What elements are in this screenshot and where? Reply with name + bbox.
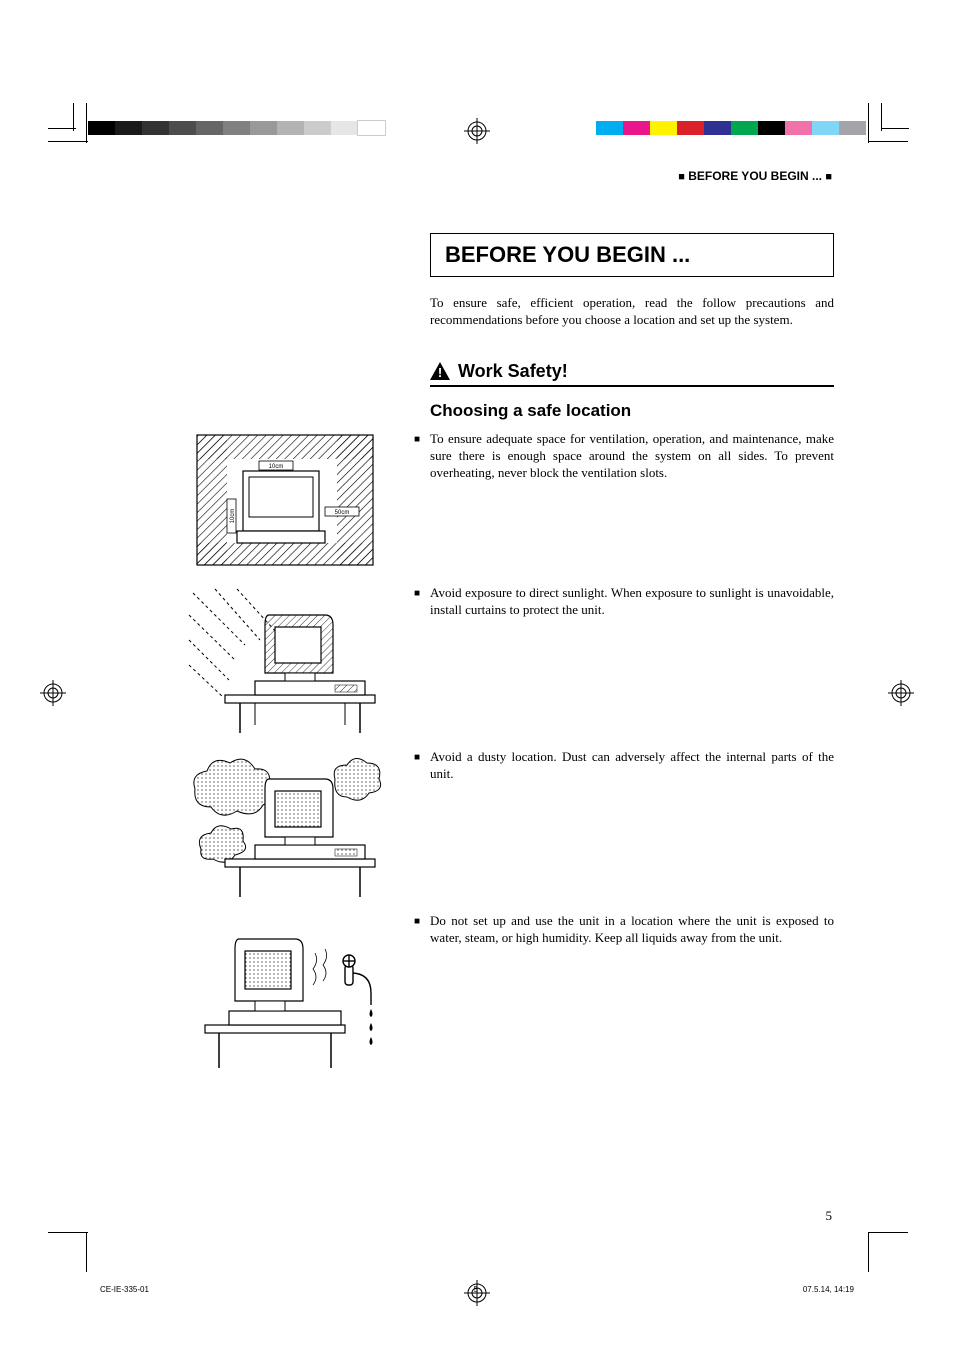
section-title: Work Safety! (458, 361, 568, 382)
bullet-item: ■ Avoid exposure to direct sunlight. Whe… (414, 585, 834, 619)
content-row: ■ Avoid exposure to direct sunlight. Whe… (176, 585, 834, 735)
square-icon: ■ (414, 585, 420, 619)
square-icon: ■ (825, 171, 832, 183)
title-box: BEFORE YOU BEGIN ... (430, 233, 834, 277)
registration-mark-icon (40, 680, 66, 706)
crop-mark (868, 1232, 869, 1272)
registration-mark-icon (888, 680, 914, 706)
bullet-item: ■ To ensure adequate space for ventilati… (414, 431, 834, 482)
footer-timestamp: 07.5.14, 14:19 (803, 1285, 854, 1294)
bullet-item: ■ Avoid a dusty location. Dust can adver… (414, 749, 834, 783)
label-left: 10cm (230, 508, 236, 523)
crop-mark (868, 141, 908, 142)
grayscale-bar (88, 121, 385, 135)
crop-mark (881, 128, 909, 129)
content-row: 10cm 50cm 10cm ■ To ensure adequate spac… (176, 431, 834, 571)
footer-doc-id: CE-IE-335-01 (100, 1285, 149, 1294)
section-heading: ! Work Safety! (430, 361, 834, 387)
warning-icon: ! (430, 362, 450, 380)
running-header: ■ BEFORE YOU BEGIN ... ■ (120, 169, 834, 183)
registration-mark-icon (464, 118, 490, 144)
crop-mark (881, 103, 882, 131)
bullet-text: To ensure adequate space for ventilation… (430, 431, 834, 482)
subsection-title: Choosing a safe location (430, 401, 834, 421)
content-row: ■ Avoid a dusty location. Dust can adver… (176, 749, 834, 899)
page-content: ■ BEFORE YOU BEGIN ... ■ BEFORE YOU BEGI… (120, 169, 834, 1087)
humidity-diagram (176, 913, 394, 1073)
footer: CE-IE-335-01 5 07.5.14, 14:19 (100, 1285, 854, 1294)
crop-mark (868, 103, 869, 143)
bullet-text: Do not set up and use the unit in a loca… (430, 913, 834, 947)
square-icon: ■ (678, 171, 685, 183)
bullet-item: ■ Do not set up and use the unit in a lo… (414, 913, 834, 947)
crop-mark (48, 141, 88, 142)
label-right: 50cm (335, 510, 350, 516)
sunlight-diagram (176, 585, 394, 735)
bullet-text: Avoid exposure to direct sunlight. When … (430, 585, 834, 619)
header-text: BEFORE YOU BEGIN ... (688, 169, 822, 183)
crop-mark (48, 1232, 88, 1233)
page-number: 5 (826, 1208, 833, 1224)
square-icon: ■ (414, 749, 420, 783)
square-icon: ■ (414, 913, 420, 947)
color-bar (596, 121, 866, 135)
page-title: BEFORE YOU BEGIN ... (445, 242, 690, 267)
ventilation-diagram: 10cm 50cm 10cm (176, 431, 394, 571)
crop-mark (86, 103, 87, 143)
crop-mark (73, 103, 74, 131)
crop-mark (48, 128, 76, 129)
square-icon: ■ (414, 431, 420, 482)
intro-paragraph: To ensure safe, efficient operation, rea… (430, 295, 834, 329)
bullet-text: Avoid a dusty location. Dust can adverse… (430, 749, 834, 783)
crop-mark (868, 1232, 908, 1233)
content-row: ■ Do not set up and use the unit in a lo… (176, 913, 834, 1073)
dust-diagram (176, 749, 394, 899)
footer-page: 5 (474, 1285, 478, 1294)
svg-text:!: ! (438, 365, 442, 380)
crop-mark (86, 1232, 87, 1272)
label-top: 10cm (269, 464, 284, 470)
